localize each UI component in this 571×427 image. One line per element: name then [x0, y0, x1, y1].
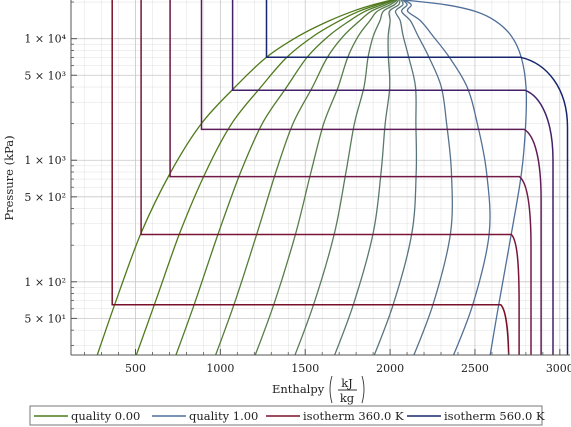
isotherm-440K: [169, 0, 532, 355]
y-tick-label: 1 × 10²: [24, 276, 66, 289]
y-tick-label: 5 × 10³: [24, 69, 66, 82]
quality-line-0.5: [294, 0, 400, 355]
axes: [70, 0, 570, 356]
isotherm-480K: [200, 0, 542, 355]
isotherm-560K: [265, 0, 569, 355]
y-tick-label: 5 × 10¹: [24, 312, 66, 325]
tick-labels: 500 1000 1500 2000 2500 3000 5 × 10¹ 1 × 10² 5 ×…: [24, 33, 571, 375]
legend-label: isotherm 360.0 K: [303, 409, 404, 423]
isotherm-360K: [111, 0, 510, 355]
quality-line-1.0: [404, 0, 528, 355]
x-tick-label: 2500: [461, 362, 489, 375]
x-tick-label: 1500: [291, 362, 319, 375]
quality-line-0.6: [333, 0, 401, 355]
x-unit-denominator: kg: [340, 391, 355, 405]
quality-line-0.3: [214, 0, 397, 355]
chart-curves: [96, 0, 569, 355]
y-axis-label: Pressure (kPa): [2, 135, 16, 220]
legend-label: quality 1.00: [189, 409, 258, 423]
quality-line-0.4: [254, 0, 398, 355]
quality-line-0.2: [175, 0, 395, 355]
y-tick-label: 5 × 10²: [24, 191, 66, 204]
x-tick-label: 1000: [206, 362, 234, 375]
isotherm-400K: [140, 0, 520, 355]
isotherm-520K: [231, 0, 554, 355]
grid-lines: [71, 0, 570, 355]
x-axis-label: Enthalpy kJ kg: [272, 375, 365, 405]
x-tick-label: 2000: [376, 362, 404, 375]
quality-line-0.7: [373, 0, 418, 355]
quality-line-0.0: [96, 0, 392, 355]
x-tick-label: 3000: [546, 362, 571, 375]
legend: quality 0.00 quality 1.00 isotherm 360.0 K…: [29, 405, 545, 426]
quality-line-0.8: [400, 0, 453, 355]
svg-text:Enthalpy: Enthalpy: [272, 382, 325, 396]
y-tick-label: 1 × 10³: [24, 154, 66, 167]
x-unit-numerator: kJ: [341, 376, 353, 390]
legend-label: quality 0.00: [71, 409, 140, 423]
y-tick-label: 1 × 10⁴: [24, 33, 66, 46]
svg-text:Pressure (kPa): Pressure (kPa): [2, 135, 16, 220]
legend-label: isotherm 560.0 K: [444, 409, 545, 423]
quality-line-0.1: [135, 0, 394, 355]
quality-line-0.9: [403, 0, 491, 355]
x-tick-label: 500: [125, 362, 146, 375]
